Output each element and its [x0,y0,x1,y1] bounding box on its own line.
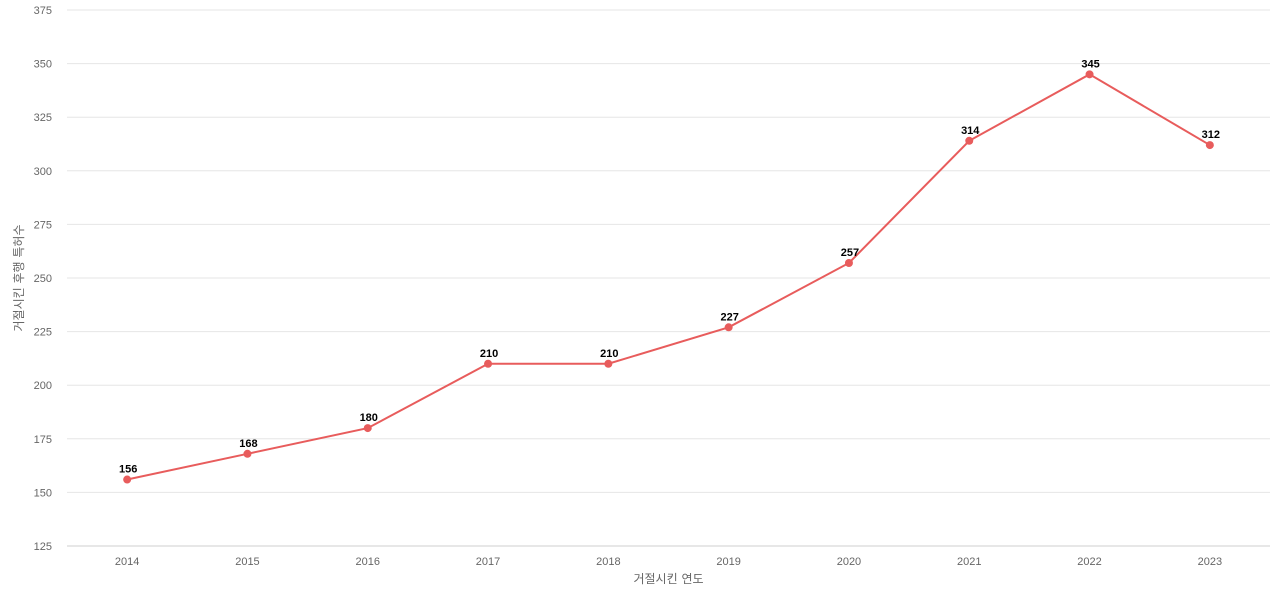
y-tick-label: 275 [34,219,52,231]
data-point[interactable] [844,258,853,267]
y-tick-label: 200 [34,380,52,392]
x-tick-label: 2020 [837,556,861,568]
data-label: 156 [119,464,137,476]
y-tick-label: 375 [34,5,52,17]
data-label: 345 [1081,58,1099,70]
x-tick-label: 2021 [957,556,981,568]
y-tick-label: 300 [34,166,52,178]
data-point[interactable] [363,424,372,433]
data-point[interactable] [1205,141,1214,150]
data-labels: 156 168 180 210 210 227 257 314 345 312 [119,58,1220,475]
data-label: 168 [239,438,257,450]
data-label: 210 [480,348,498,360]
data-points [123,70,1214,484]
x-tick-label: 2022 [1077,556,1101,568]
data-point[interactable] [1085,70,1094,79]
data-label: 312 [1202,129,1220,141]
x-tick-label: 2015 [235,556,259,568]
y-tick-label: 350 [34,59,52,71]
y-tick-label: 225 [34,327,52,339]
data-label: 210 [600,348,618,360]
x-tick-label: 2018 [596,556,620,568]
series-line [126,73,1211,481]
grid [67,9,1270,547]
data-point[interactable] [123,475,132,484]
data-label: 314 [961,125,980,137]
x-tick-label: 2014 [115,556,139,568]
y-tick-label: 125 [34,541,52,553]
data-label: 180 [360,412,378,424]
x-tick-label: 2023 [1198,556,1222,568]
data-point[interactable] [965,136,974,145]
y-axis-title: 거절시킨 후행 특허수 [11,225,26,332]
data-label: 257 [841,247,859,259]
x-tick-label: 2017 [476,556,500,568]
x-axis: 2014 2015 2016 2017 2018 2019 2020 2021 2022 2023 [115,556,1222,568]
data-point[interactable] [243,449,252,458]
x-tick-label: 2016 [356,556,380,568]
x-axis-title: 거절시킨 연도 [633,572,703,586]
data-point[interactable] [484,359,493,368]
y-axis: 125 150 175 200 225 250 275 300 325 350 375 [34,5,52,553]
x-tick-label: 2019 [716,556,740,568]
data-point[interactable] [724,323,733,332]
y-tick-label: 150 [34,487,52,499]
y-tick-label: 250 [34,273,52,285]
y-tick-label: 325 [34,112,52,124]
data-label: 227 [720,311,738,323]
data-point[interactable] [604,359,613,368]
y-tick-label: 175 [34,434,52,446]
